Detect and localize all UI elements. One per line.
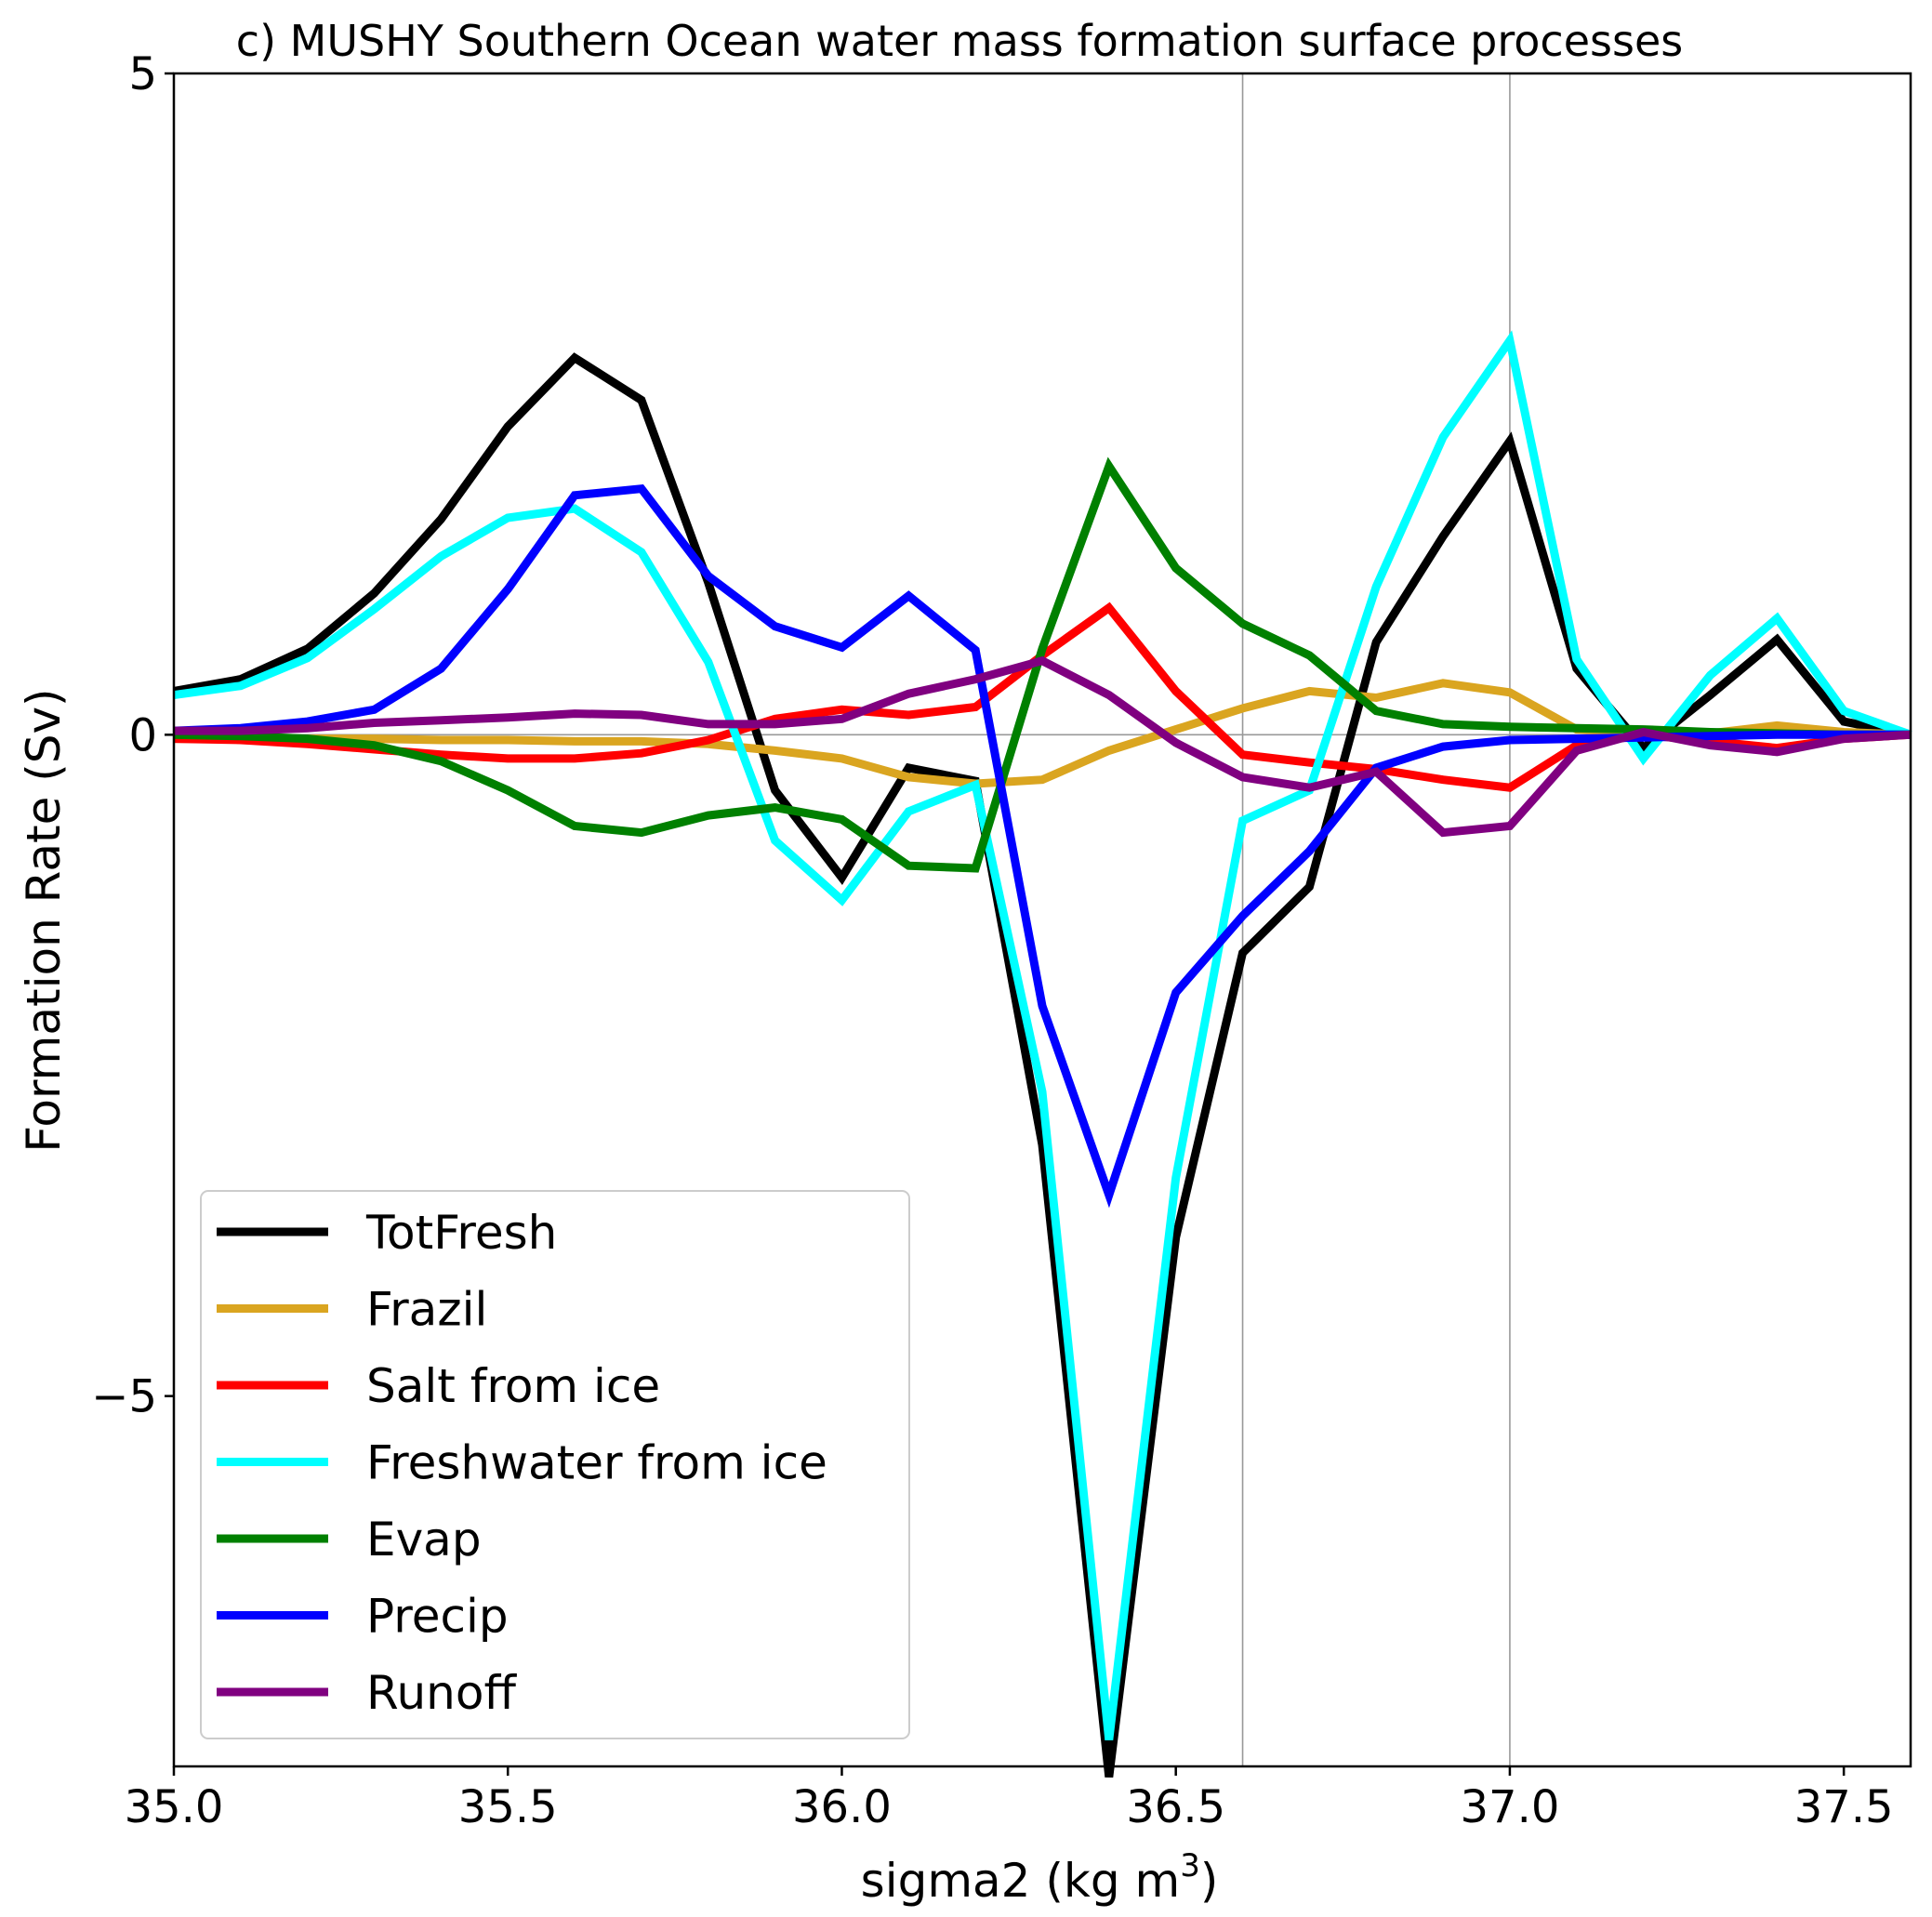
legend-label: Frazil xyxy=(366,1283,487,1337)
legend-label: Salt from ice xyxy=(366,1359,660,1413)
x-axis-label-end: ) xyxy=(1200,1854,1219,1908)
x-axis-label: sigma2 (kg m3) xyxy=(861,1847,1219,1908)
x-tick-label: 36.5 xyxy=(1126,1781,1225,1833)
y-tick-label: 5 xyxy=(128,48,157,100)
series-line-evap xyxy=(173,456,1911,873)
legend: TotFresh Frazil Salt from ice Freshwater fr… xyxy=(200,1190,910,1739)
plot-area xyxy=(173,73,1912,1778)
legend-label: TotFresh xyxy=(365,1206,557,1260)
y-axis-label: Formation Rate (Sv) xyxy=(17,688,71,1152)
legend-label: Runoff xyxy=(366,1666,517,1720)
x-axis-label-main: sigma2 (kg m xyxy=(861,1854,1181,1908)
x-tick-label: 37.0 xyxy=(1460,1781,1559,1833)
x-axis-label-superscript: 3 xyxy=(1180,1847,1200,1884)
x-tick-label: 36.0 xyxy=(792,1781,892,1833)
x-tick-label: 35.0 xyxy=(125,1781,224,1833)
y-tick-label: −5 xyxy=(91,1371,157,1423)
x-tick-label: 35.5 xyxy=(458,1781,558,1833)
series-line-runoff xyxy=(174,655,1912,838)
chart-title: c) MUSHY Southern Ocean water mass forma… xyxy=(236,16,1683,66)
plot-frame xyxy=(172,72,1912,1768)
y-tick-label: 0 xyxy=(128,709,157,761)
legend-label: Evap xyxy=(366,1513,482,1567)
y-axis: 5 0 −5 xyxy=(91,48,174,1423)
x-axis: 35.0 35.5 36.0 36.5 37.0 37.5 xyxy=(125,1766,1894,1833)
legend-box xyxy=(200,1190,910,1739)
x-tick-label: 37.5 xyxy=(1794,1781,1894,1833)
legend-label: Freshwater from ice xyxy=(366,1436,827,1490)
legend-label: Precip xyxy=(366,1590,509,1644)
